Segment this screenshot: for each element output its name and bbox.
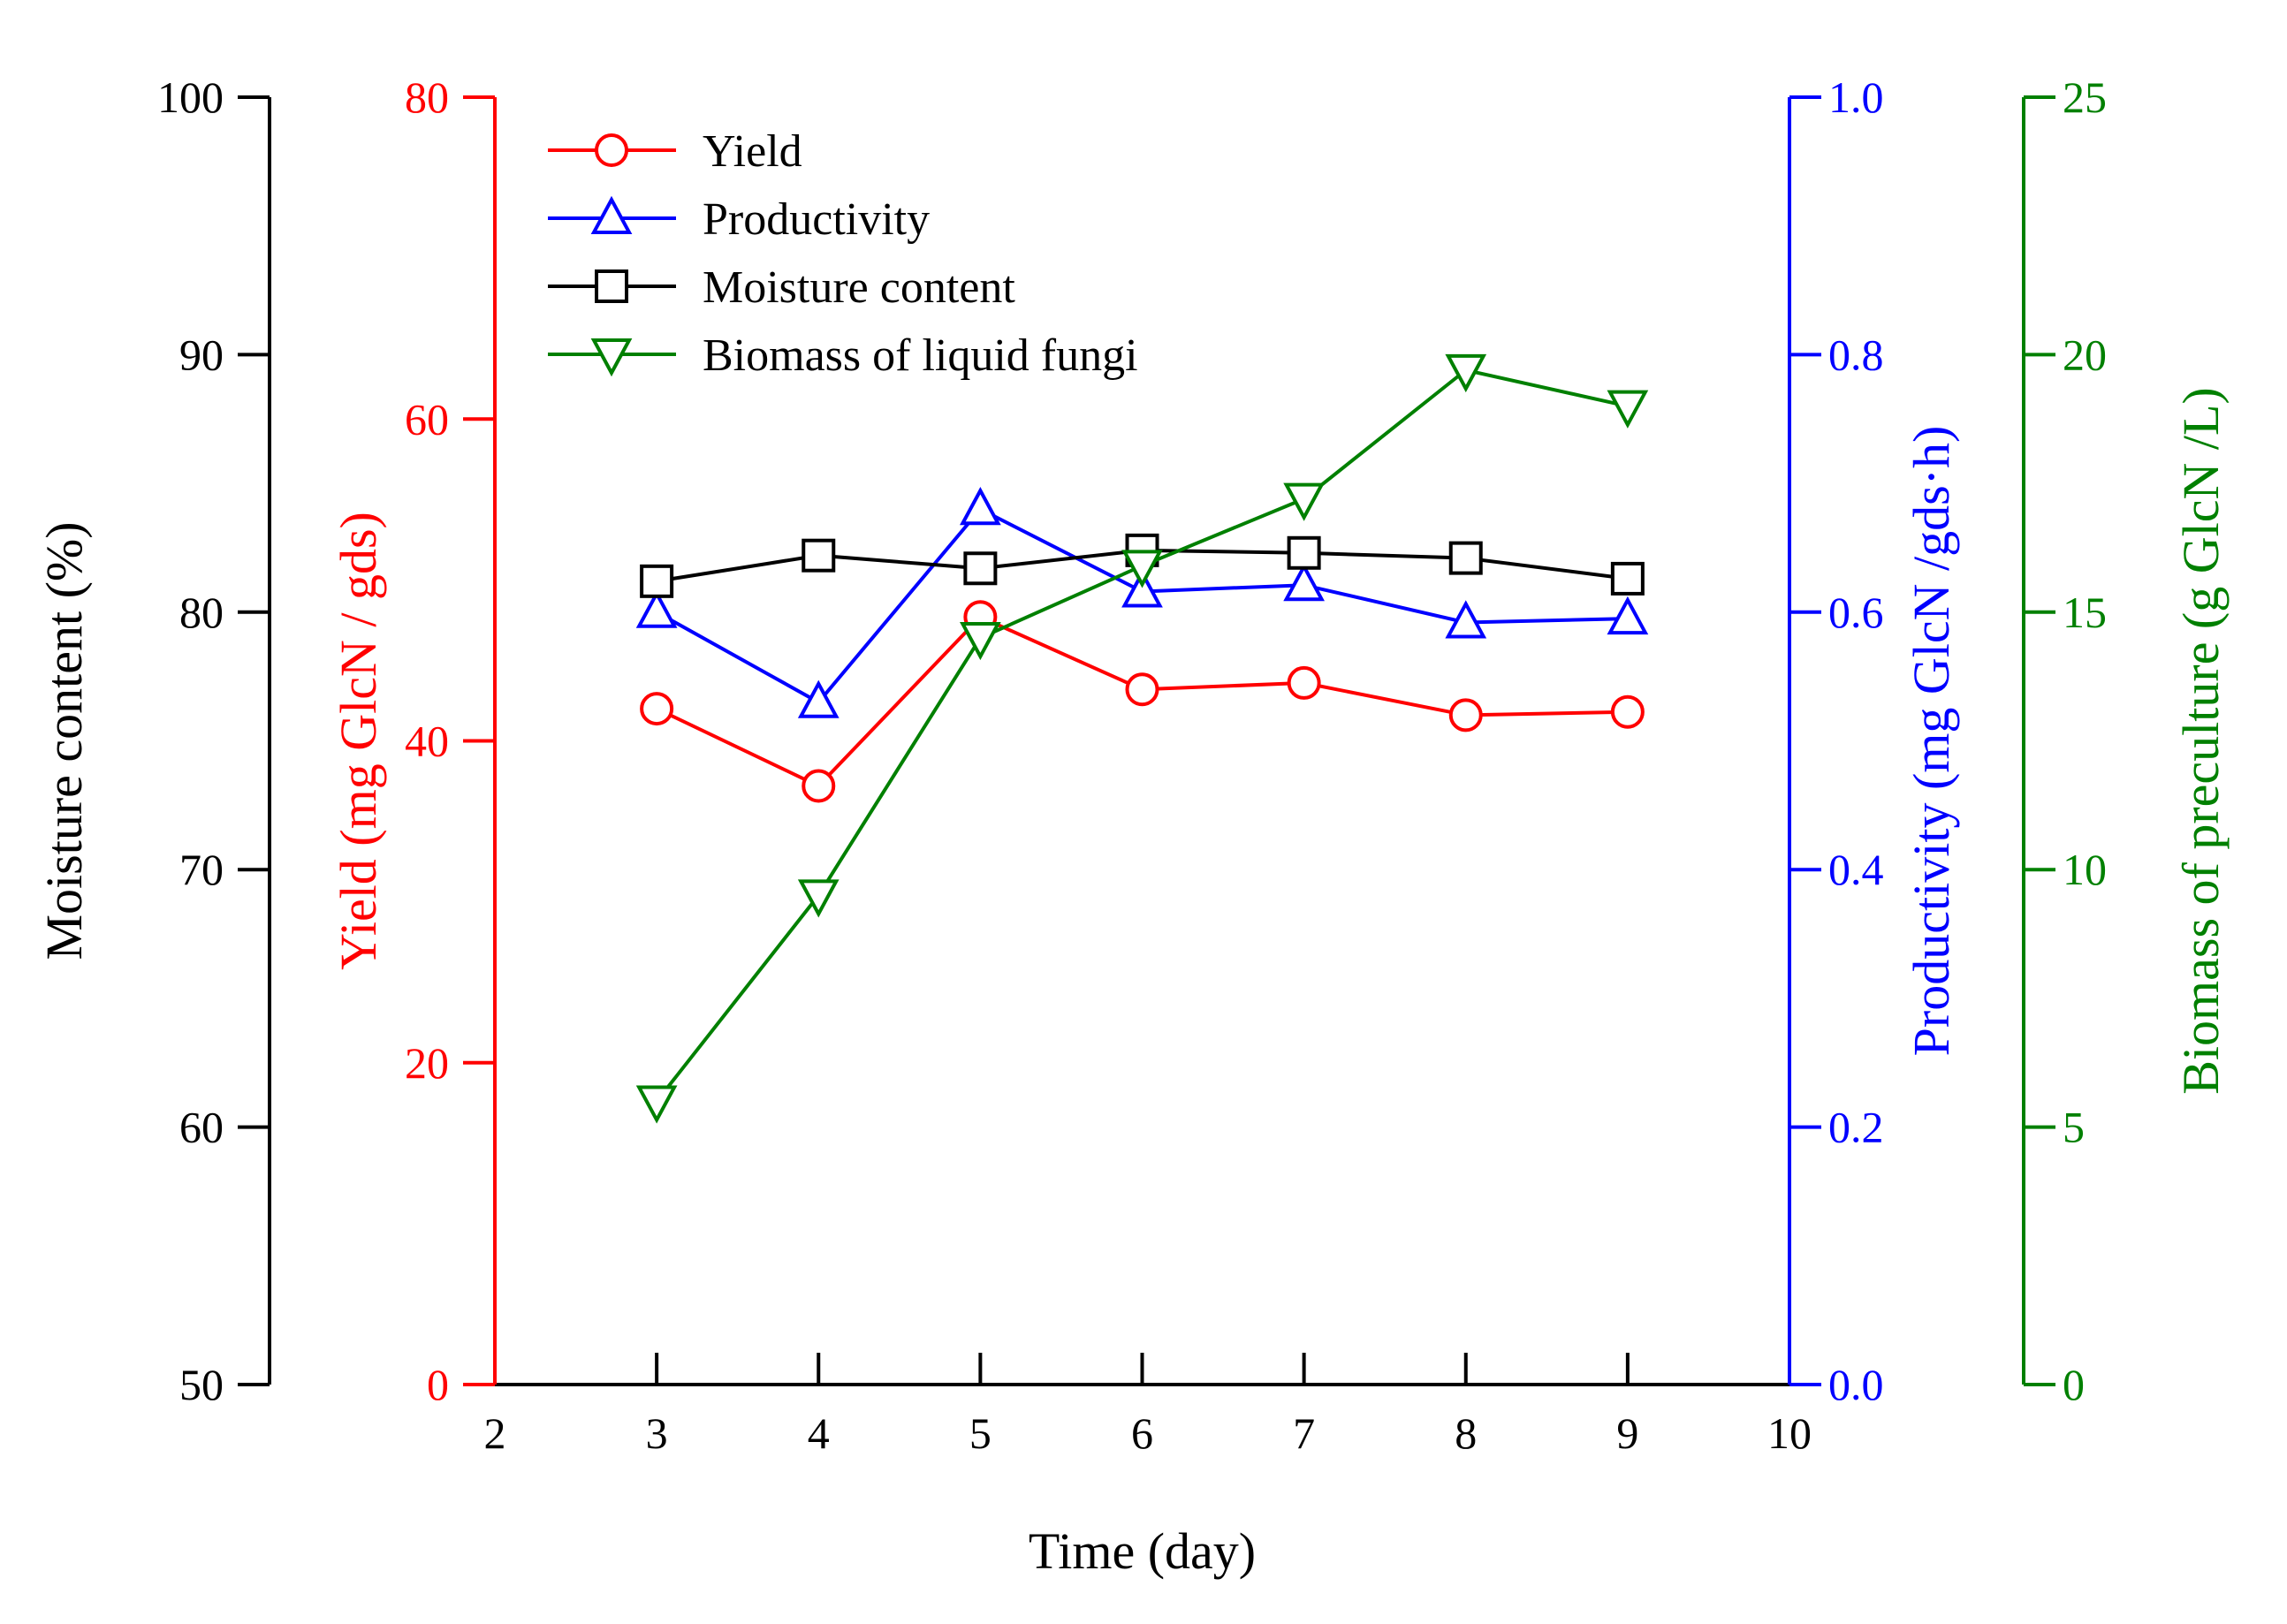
- data-point-biomass-of-liquid-fungi: [960, 621, 1001, 661]
- data-point-moisture-content: [640, 564, 674, 598]
- legend-label: Yield: [703, 126, 802, 177]
- yield-tick-label: 80: [405, 72, 449, 122]
- moisture-tick-label: 100: [157, 72, 224, 122]
- x-tick-label: 4: [808, 1408, 830, 1458]
- data-point-moisture-content: [963, 551, 998, 586]
- data-point-yield: [1287, 665, 1321, 700]
- legend-layer: Yield Productivity Moisture content Biomass…: [548, 126, 1138, 381]
- legend-entry-biomass-of-liquid-fungi: Biomass of liquid fungi: [548, 330, 1138, 381]
- yield-tick-label: 20: [405, 1038, 449, 1088]
- legend-entry-yield: Yield: [548, 126, 802, 177]
- data-point-yield: [1448, 698, 1483, 732]
- data-point-productivity: [1445, 600, 1487, 639]
- x-tick-label: 3: [646, 1408, 668, 1458]
- data-point-moisture-content: [802, 538, 836, 573]
- x-tick-label: 6: [1131, 1408, 1153, 1458]
- x-tick-label: 8: [1455, 1408, 1477, 1458]
- data-point-yield: [1610, 694, 1645, 729]
- biomass-tick-label: 25: [2063, 72, 2107, 122]
- productivity-tick-label: 0.2: [1828, 1103, 1884, 1152]
- moisture-tick-label: 70: [179, 845, 224, 894]
- productivity-tick-label: 0.8: [1828, 330, 1884, 379]
- yield-tick-label: 60: [405, 394, 449, 444]
- data-point-biomass-of-liquid-fungi: [797, 879, 840, 918]
- data-point-productivity: [960, 487, 1001, 526]
- legend-marker: [590, 338, 633, 377]
- data-point-productivity: [1121, 569, 1163, 608]
- moisture-tick-label: 80: [179, 588, 224, 637]
- yield-axis-title: Yield (mg GlcN / gds): [330, 512, 387, 970]
- x-axis-title: Time (day): [1029, 1522, 1256, 1580]
- biomass-tick-label: 0: [2063, 1360, 2085, 1409]
- productivity-tick-label: 0.0: [1828, 1360, 1884, 1409]
- data-point-biomass-of-liquid-fungi: [1283, 482, 1325, 521]
- moisture-tick-label: 50: [179, 1360, 224, 1409]
- data-point-moisture-content: [1287, 535, 1321, 570]
- x-tick-label: 7: [1293, 1408, 1315, 1458]
- legend-label: Biomass of liquid fungi: [703, 330, 1138, 381]
- data-point-productivity: [635, 589, 678, 628]
- biomass-tick-label: 15: [2063, 588, 2107, 637]
- biomass-tick-label: 20: [2063, 330, 2107, 379]
- legend-label: Moisture content: [703, 262, 1015, 313]
- moisture-tick-label: 60: [179, 1103, 224, 1152]
- moisture-axis-title: Moisture content (%): [35, 521, 93, 960]
- data-point-biomass-of-liquid-fungi: [635, 1085, 678, 1124]
- legend-entry-moisture-content: Moisture content: [548, 262, 1015, 313]
- legend-marker: [595, 133, 628, 167]
- productivity-tick-label: 0.6: [1828, 588, 1884, 637]
- legend-marker: [595, 269, 628, 303]
- data-point-yield: [1125, 672, 1159, 707]
- x-tick-label: 10: [1767, 1408, 1812, 1458]
- series-layer: [635, 353, 1649, 1124]
- data-point-moisture-content: [1610, 561, 1645, 596]
- legend-entry-productivity: Productivity: [548, 194, 930, 245]
- data-point-productivity: [1283, 562, 1325, 602]
- biomass-tick-label: 5: [2063, 1103, 2085, 1152]
- moisture-tick-label: 90: [179, 330, 224, 379]
- yield-tick-label: 0: [427, 1360, 449, 1409]
- x-tick-label: 2: [484, 1408, 506, 1458]
- data-point-biomass-of-liquid-fungi: [1445, 353, 1487, 393]
- x-tick-label: 9: [1616, 1408, 1638, 1458]
- series-line-biomass-of-liquid-fungi: [655, 368, 1629, 1103]
- x-tick-label: 5: [969, 1408, 992, 1458]
- data-point-productivity: [1607, 596, 1649, 635]
- data-point-productivity: [797, 679, 840, 718]
- productivity-tick-label: 1.0: [1828, 72, 1884, 122]
- biomass-axis-title: Biomass of preculture (g GlcN /L): [2172, 387, 2230, 1095]
- productivity-axis-title: Productivity (mg GlcN /gds·h): [1903, 426, 1960, 1057]
- biomass-tick-label: 10: [2063, 845, 2107, 894]
- yield-tick-label: 40: [405, 717, 449, 766]
- data-point-biomass-of-liquid-fungi: [1121, 550, 1163, 588]
- data-point-yield: [802, 769, 836, 803]
- legend-label: Productivity: [703, 194, 930, 245]
- data-point-yield: [640, 692, 674, 726]
- productivity-tick-label: 0.4: [1828, 845, 1884, 894]
- data-point-moisture-content: [1448, 541, 1483, 575]
- data-point-biomass-of-liquid-fungi: [1607, 390, 1649, 429]
- legend-marker: [590, 195, 633, 234]
